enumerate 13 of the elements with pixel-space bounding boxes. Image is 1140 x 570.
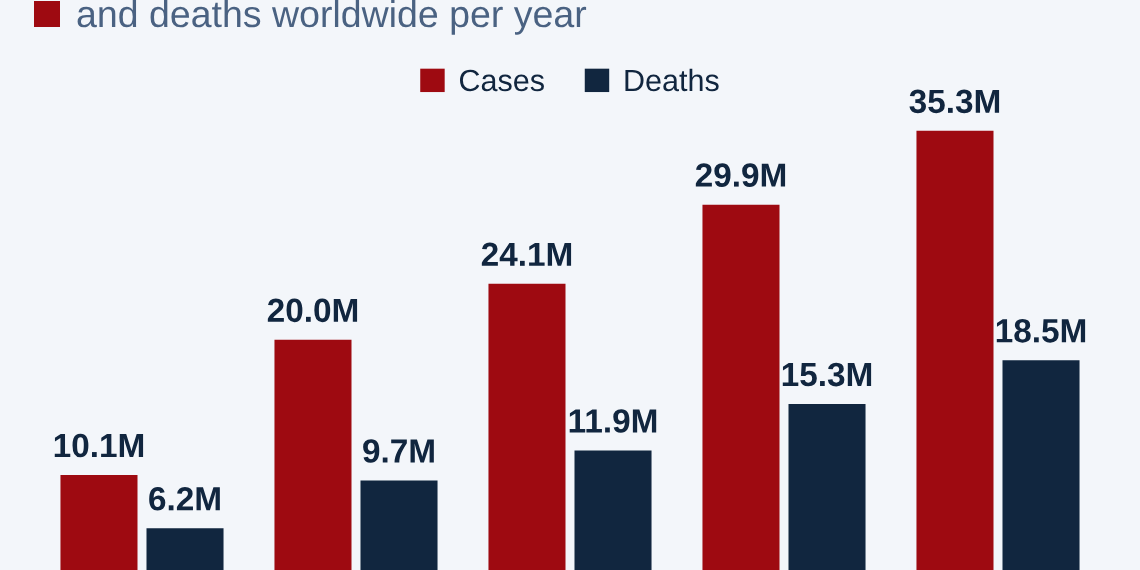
- chart-title: and deaths worldwide per year: [77, 0, 587, 35]
- data-label: 11.9M: [569, 409, 657, 433]
- data-label: 18.5M: [996, 319, 1086, 343]
- data-label: 35.3M: [909, 89, 1000, 114]
- data-label: 20.0M: [267, 298, 358, 323]
- legend-label: Deaths: [625, 68, 719, 92]
- data-label: 10.1M: [54, 433, 144, 458]
- data-label: 9.7M: [363, 439, 434, 463]
- data-label: 24.1M: [481, 242, 572, 266]
- data-label: 15.3M: [782, 362, 872, 387]
- legend-label: Cases: [459, 69, 544, 92]
- data-label: 29.9M: [695, 163, 786, 187]
- data-label: 6.2M: [149, 487, 220, 511]
